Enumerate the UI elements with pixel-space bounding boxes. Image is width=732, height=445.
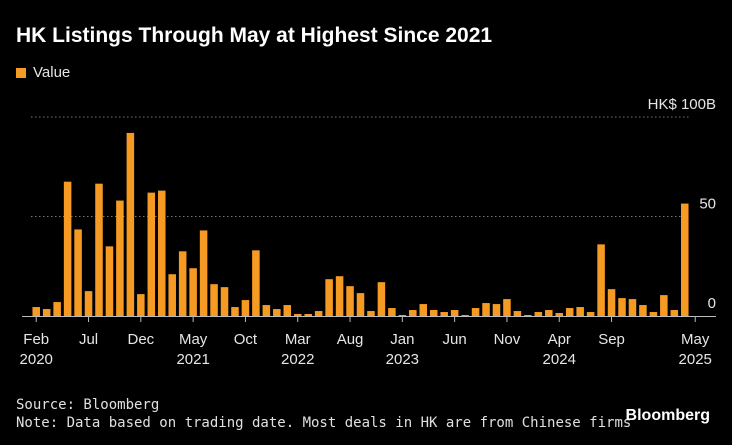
bar (283, 305, 292, 316)
x-tick-label-month: Jun (443, 331, 467, 348)
bar (419, 304, 428, 316)
bar (168, 274, 176, 316)
bar (524, 315, 532, 316)
bar (105, 246, 114, 316)
source-note: Source: Bloomberg (16, 397, 160, 413)
bar (335, 276, 344, 316)
y-tick-label-100: HK$ 100B (648, 96, 716, 113)
x-tick-label-month: May (179, 331, 208, 348)
x-tick-label-month: Sep (598, 331, 625, 348)
bar (314, 311, 323, 316)
bar (346, 286, 354, 316)
x-tick-label-month: Apr (548, 331, 571, 348)
x-tick-label-month: Nov (494, 331, 521, 348)
x-tick-label-month: May (681, 331, 710, 348)
bar (189, 268, 197, 316)
bar (53, 302, 61, 316)
bar (534, 312, 543, 316)
x-tick-label-month: Jul (79, 331, 98, 348)
x-tick-label-month: Oct (234, 331, 258, 348)
bar (660, 295, 668, 316)
legend-label: Value (33, 64, 71, 81)
bar (126, 132, 135, 316)
bar (377, 282, 386, 316)
bar (607, 289, 616, 316)
bar (147, 192, 156, 316)
bar (649, 312, 658, 316)
bar (220, 287, 229, 316)
brand-logo: Bloomberg (625, 407, 710, 424)
bar (450, 310, 459, 316)
bar (74, 229, 82, 316)
bar (597, 244, 605, 316)
x-tick-label-year: 2024 (543, 351, 576, 368)
bar (492, 304, 501, 316)
bar (63, 181, 72, 316)
x-tick-label-year: 2023 (386, 351, 419, 368)
bar (231, 307, 239, 316)
x-tick-label-month: Aug (337, 331, 364, 348)
bar (356, 293, 365, 316)
bar (273, 309, 281, 316)
bar (545, 310, 553, 316)
bar (429, 310, 438, 316)
bar (482, 303, 490, 316)
bar (388, 308, 396, 316)
x-tick-label-month: Mar (285, 331, 311, 348)
bar (32, 307, 40, 316)
bar (84, 291, 93, 316)
bar (304, 314, 312, 316)
y-tick-label-50: 50 (699, 196, 716, 213)
x-tick-label-month: Jan (390, 331, 414, 348)
bar (199, 230, 208, 316)
bar (586, 312, 595, 316)
bar (95, 183, 103, 316)
bar (513, 311, 522, 316)
x-tick-label-year: 2021 (176, 351, 209, 368)
bar (262, 305, 271, 316)
bar (639, 305, 647, 316)
bar (555, 313, 564, 316)
legend-swatch (16, 67, 26, 78)
bar (628, 299, 637, 316)
bar (398, 315, 407, 316)
x-tick-label-year: 2025 (679, 351, 712, 368)
chart-footer: Source: Bloomberg Note: Data based on tr… (16, 396, 631, 432)
x-tick-label-month: Dec (127, 331, 154, 348)
bar (116, 200, 124, 316)
x-tick-label-month: Feb (23, 331, 49, 348)
bar (210, 284, 218, 316)
bar (461, 315, 469, 316)
y-tick-label-0: 0 (708, 295, 716, 312)
grid-layer (31, 116, 690, 217)
bar-chart: HK$ 100B 50 0 Feb 2020 Jul Dec May 2021 Oct Mar 202… (20, 96, 716, 368)
bar (681, 203, 689, 316)
legend: Value (16, 64, 70, 81)
bar (252, 250, 260, 316)
bar (42, 309, 51, 316)
bar (293, 314, 302, 316)
bar (576, 307, 584, 316)
x-tick-label-year: 2022 (281, 351, 314, 368)
bar (618, 298, 626, 316)
bar (565, 308, 574, 316)
bar (241, 300, 250, 316)
bar (471, 308, 480, 316)
x-tick-label-year: 2020 (20, 351, 53, 368)
bar (670, 310, 679, 316)
bar (178, 251, 187, 316)
chart-title: HK Listings Through May at Highest Since… (16, 24, 493, 47)
bar (409, 310, 417, 316)
bar (325, 279, 333, 316)
bars-layer (32, 132, 689, 316)
bar (367, 311, 375, 316)
bar (503, 299, 511, 316)
bar (137, 294, 145, 316)
axis-layer: HK$ 100B 50 0 Feb 2020 Jul Dec May 2021 Oct Mar 202… (20, 96, 716, 368)
bar (440, 312, 448, 316)
data-note: Note: Data based on trading date. Most d… (16, 415, 632, 431)
bar (157, 190, 166, 316)
